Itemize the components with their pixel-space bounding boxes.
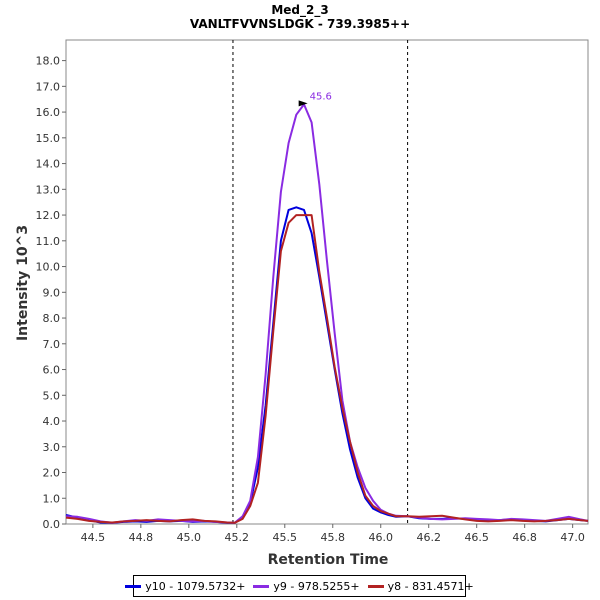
y-tick-label: 7.0 — [43, 338, 61, 351]
x-tick-label: 45.8 — [321, 531, 346, 544]
y-tick-label: 5.0 — [43, 389, 61, 402]
plot-area — [65, 39, 589, 525]
legend-swatch — [125, 584, 142, 588]
legend-swatch — [367, 584, 384, 588]
y-tick-label: 11.0 — [36, 235, 61, 248]
x-tick-label: 45.2 — [225, 531, 250, 544]
y-tick-label: 10.0 — [36, 261, 61, 274]
axes-layer: 0.0 1.0 2.0 3.0 4.0 5.0 6.0 7.0 8.0 9.0 10.0 11.0 12… — [36, 39, 589, 544]
legend-label: y8 - 831.4571+ — [387, 579, 474, 593]
legend-label: y9 - 978.5255+ — [273, 579, 360, 593]
y-tick-label: 3.0 — [43, 441, 61, 454]
legend-item-2: y9 - 978.5255+ — [253, 579, 360, 593]
x-axis-label: Retention Time — [268, 552, 389, 568]
peak-label: 45.6 — [310, 91, 332, 102]
y-tick-label: 17.0 — [36, 80, 61, 93]
y-tick-label: 13.0 — [36, 183, 61, 196]
y-tick-label: 6.0 — [43, 364, 61, 377]
series-line-3 — [65, 214, 589, 524]
integration-bounds — [232, 40, 409, 524]
x-tick-label: 45.5 — [273, 531, 298, 544]
x-tick-label: 46.2 — [416, 531, 441, 544]
y-tick-label: 12.0 — [36, 209, 61, 222]
series-layer — [65, 103, 589, 524]
chart-subtitle: VANLTFVVNSLDGK - 739.3985++ — [190, 17, 410, 31]
legend-label: y10 - 1079.5732+ — [145, 579, 246, 593]
legend-item-1: y10 - 1079.5732+ — [125, 580, 245, 593]
y-tick-label: 15.0 — [36, 132, 61, 145]
x-tick-label: 46.8 — [512, 531, 537, 544]
y-tick-label: 16.0 — [36, 106, 61, 119]
y-axis-label: Intensity 10^3 — [15, 225, 31, 341]
x-tick-label: 46.0 — [368, 531, 393, 544]
legend: y10 - 1079.5732+ y9 - 978.5255+ y8 - 831.4… — [125, 575, 474, 597]
x-tick-label: 47.0 — [560, 531, 585, 544]
peak-marker — [298, 100, 308, 107]
legend-item-3: y8 - 831.4571+ — [367, 579, 474, 593]
y-tick-label: 9.0 — [43, 286, 61, 299]
y-tick-label: 18.0 — [36, 55, 61, 68]
peak-annotation: 45.6 — [298, 91, 332, 107]
x-tick-label: 45.0 — [177, 531, 202, 544]
y-tick-label: 14.0 — [36, 158, 61, 171]
x-tick-label: 44.8 — [129, 531, 154, 544]
x-tick-label: 44.5 — [81, 531, 106, 544]
y-tick-label: 4.0 — [43, 415, 61, 428]
y-tick-label: 1.0 — [43, 492, 61, 505]
series-line-2 — [65, 103, 589, 524]
y-tick-label: 8.0 — [43, 312, 61, 325]
y-tick-label: 2.0 — [43, 467, 61, 480]
y-tick-label: 0.0 — [43, 518, 61, 531]
x-tick-label: 46.5 — [464, 531, 489, 544]
chart-title: Med_2_3 — [271, 3, 328, 18]
legend-swatch — [253, 584, 270, 588]
